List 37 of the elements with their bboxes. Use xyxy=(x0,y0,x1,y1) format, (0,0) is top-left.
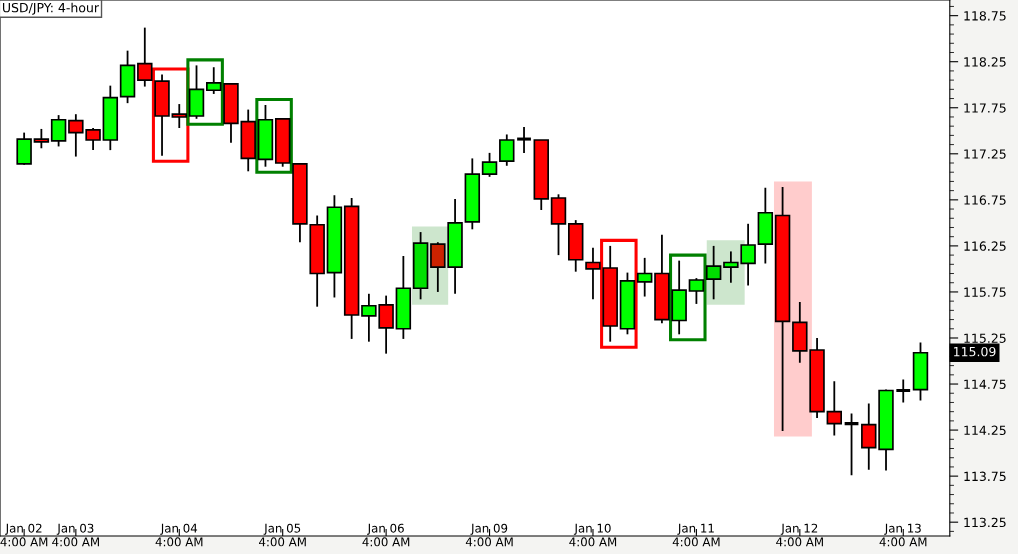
x-tick-label: Jan 11 4:00 AM xyxy=(672,523,720,547)
x-tick-label: Jan 10 4:00 AM xyxy=(569,523,617,547)
candlestick xyxy=(50,114,67,148)
candlestick xyxy=(826,380,843,437)
y-tick-label: 114.25 xyxy=(964,425,1006,436)
candlestick xyxy=(844,412,859,477)
candlestick xyxy=(896,378,912,404)
x-tick-label: Jan 12 4:00 AM xyxy=(776,523,823,547)
y-tick-label: 116.75 xyxy=(964,195,1006,205)
candlestick xyxy=(481,151,498,178)
y-tick-label: 118.25 xyxy=(964,57,1006,67)
y-tick-label: 115.75 xyxy=(964,287,1006,297)
x-tick-label: Jan 03 4:00 AM xyxy=(52,523,99,547)
y-tick-label: 116.25 xyxy=(964,241,1006,251)
text: 115.09 xyxy=(954,346,996,357)
candlestick xyxy=(33,128,50,150)
candlestick xyxy=(705,244,722,301)
chart-title: USD/JPY: 4-hour xyxy=(2,2,100,15)
x-tick-label: Jan 06 4:00 AM xyxy=(362,523,410,547)
candlestick xyxy=(688,277,705,305)
candlestick xyxy=(636,256,653,298)
candlestick xyxy=(206,66,222,95)
x-tick-label: Jan 13 4:00 AM xyxy=(879,523,927,547)
y-tick-label: 113.25 xyxy=(964,517,1006,528)
x-tick-label: Jan 09 4:00 AM xyxy=(465,523,513,547)
x-tick-label: Jan 05 4:00 AM xyxy=(259,523,306,547)
y-tick-label: 115.25 xyxy=(964,333,1006,343)
candlestick xyxy=(499,133,515,167)
y-tick-label: 118.75 xyxy=(964,11,1006,21)
candlestick xyxy=(171,103,188,129)
candlestick xyxy=(517,126,531,154)
y-tick-label: 117.25 xyxy=(964,149,1006,159)
y-tick-label: 114.75 xyxy=(964,379,1006,389)
y-tick-label: 117.75 xyxy=(964,103,1006,113)
x-tick-label: Jan 04 4:00 AM xyxy=(155,523,203,547)
y-tick-label: 113.75 xyxy=(964,471,1006,482)
x-tick-label: Jan 02 4:00 AM xyxy=(0,523,48,547)
